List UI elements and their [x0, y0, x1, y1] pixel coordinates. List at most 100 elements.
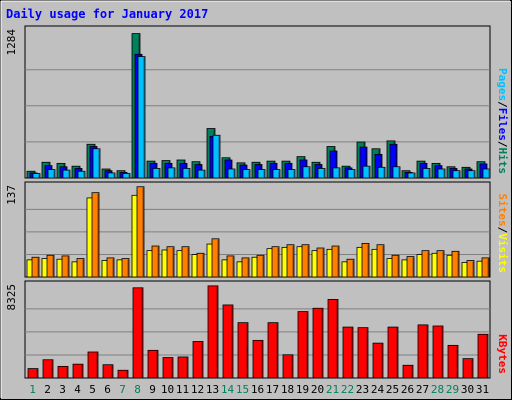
bar-kbytes	[372, 342, 384, 379]
bar-pages	[437, 168, 446, 179]
bar-sites	[91, 192, 100, 278]
bar-pages	[227, 168, 236, 179]
bar-pages	[137, 56, 146, 179]
bar-pages	[77, 170, 86, 179]
bar-kbytes	[312, 307, 324, 379]
chart-title: Daily usage for January 2017	[6, 7, 208, 21]
x-tick-label: 26	[401, 383, 414, 396]
legend-entry: /	[496, 227, 509, 234]
bar-sites	[406, 256, 415, 278]
bar-pages	[467, 170, 476, 179]
bar-kbytes	[402, 364, 414, 379]
bar-kbytes	[72, 363, 84, 379]
bar-kbytes	[282, 354, 294, 379]
x-tick-label: 2	[44, 383, 51, 396]
x-tick-label: 1	[29, 383, 36, 396]
bar-pages	[377, 166, 386, 179]
bar-kbytes	[87, 351, 99, 379]
y-max-label: 137	[5, 185, 18, 205]
x-tick-label: 3	[59, 383, 66, 396]
bar-sites	[106, 257, 115, 278]
bar-sites	[271, 246, 280, 278]
panel-box	[24, 25, 491, 179]
y-max-label: 8325	[5, 284, 18, 311]
bar-pages	[212, 134, 221, 179]
bar-sites	[286, 244, 295, 278]
legend-entry: Files	[496, 108, 509, 141]
bar-sites	[466, 260, 475, 278]
bar-sites	[451, 250, 460, 278]
bar-sites	[331, 245, 340, 278]
bar-sites	[151, 245, 160, 278]
bar-sites	[481, 257, 490, 278]
panel-bottom: 8325 KBytes	[5, 280, 509, 379]
bar-kbytes	[342, 326, 354, 379]
bar-kbytes	[222, 304, 234, 379]
x-tick-label: 5	[89, 383, 96, 396]
bar-pages	[302, 166, 311, 179]
legend: Sites/Visits	[496, 194, 509, 274]
legend-entry: /	[496, 101, 509, 108]
bar-sites	[196, 252, 205, 278]
legend-entry: Hits	[496, 148, 509, 175]
bar-sites	[61, 255, 70, 278]
bar-sites	[421, 250, 430, 278]
bar-kbytes	[252, 339, 264, 379]
legend-entry: Pages	[496, 68, 509, 101]
x-tick-label: 6	[104, 383, 111, 396]
x-tick-label: 9	[149, 383, 156, 396]
bar-sites	[211, 238, 220, 278]
x-axis-day-labels: 1 2 3 4 5 6 7 8 9 10 11 12 13 14 15 16 17 18 19 20 21 22 23 24 2…	[29, 383, 489, 396]
legend-entry: Sites	[496, 194, 509, 227]
x-tick-label: 18	[281, 383, 294, 396]
bar-pages	[152, 168, 161, 179]
legend: KBytes	[496, 334, 509, 374]
bar-sites	[136, 186, 145, 278]
bar-kbytes	[192, 341, 204, 379]
bar-pages	[362, 165, 371, 179]
x-tick-label: 7	[119, 383, 126, 396]
x-tick-label: 11	[176, 383, 189, 396]
bar-pages	[107, 172, 116, 179]
bar-kbytes	[447, 344, 459, 379]
x-tick-label: 28	[431, 383, 444, 396]
bar-pages	[407, 172, 416, 179]
legend-entry: KBytes	[496, 334, 509, 374]
bar-sites	[391, 254, 400, 278]
x-tick-label: 25	[386, 383, 399, 396]
bar-pages	[287, 169, 296, 179]
bar-kbytes	[327, 299, 339, 379]
x-tick-label: 10	[161, 383, 174, 396]
x-tick-label: 22	[341, 383, 354, 396]
bar-pages	[257, 169, 266, 179]
bar-pages	[317, 168, 326, 179]
bar-kbytes	[117, 369, 129, 379]
bar-pages	[182, 168, 191, 179]
x-tick-label: 23	[356, 383, 369, 396]
bar-kbytes	[267, 322, 279, 379]
bar-kbytes	[297, 311, 309, 379]
x-tick-label: 27	[416, 383, 429, 396]
bar-kbytes	[432, 325, 444, 379]
bar-sites	[361, 243, 370, 278]
x-tick-label: 19	[296, 383, 309, 396]
panel-middle: 137 Sites/Visits	[5, 181, 509, 278]
x-tick-label: 8	[134, 383, 141, 396]
bar-pages	[47, 169, 56, 179]
bar-kbytes	[177, 356, 189, 379]
bar-kbytes	[462, 358, 474, 379]
bar-sites	[31, 256, 40, 278]
bar-kbytes	[237, 322, 249, 379]
bar-kbytes	[147, 349, 159, 379]
bar-kbytes	[387, 326, 399, 379]
x-tick-label: 13	[206, 383, 219, 396]
legend-entry: Visits	[496, 233, 509, 273]
bar-sites	[226, 255, 235, 278]
bar-sites	[376, 244, 385, 278]
bar-sites	[301, 244, 310, 278]
bar-sites	[76, 258, 85, 278]
bar-sites	[121, 258, 130, 278]
